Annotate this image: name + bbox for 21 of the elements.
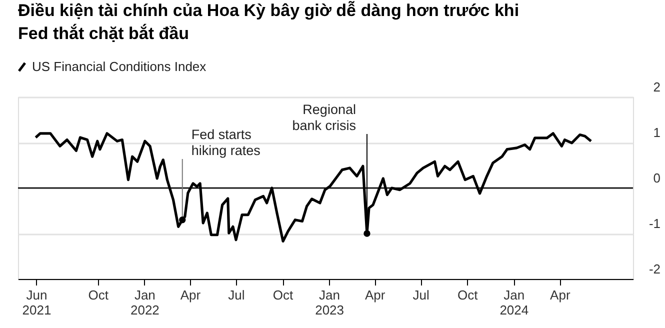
annotation: Regional bank crisis (292, 102, 356, 133)
x-tick-label: Oct (272, 288, 294, 302)
x-tick-label: Oct (88, 288, 109, 302)
x-tick-label: Jun 2021 (22, 288, 52, 318)
x-tick-label: Oct (457, 288, 478, 302)
x-tick-label: Jul (228, 288, 245, 302)
x-tick-label: Apr (364, 288, 386, 302)
y-tick-label: 1 (653, 125, 660, 140)
chart-title: Điều kiện tài chính của Hoa Kỳ bây giờ dễ dàng hơn trước khi Fed thắt chặt bắt đầu (18, 1, 520, 43)
x-tick-label: Jan 2023 (315, 288, 344, 318)
y-tick-label: 2 (653, 80, 660, 94)
legend-label: US Financial Conditions Index (32, 59, 207, 74)
x-tick-label: Jan 2024 (500, 288, 529, 318)
x-tick-label: Apr (550, 288, 571, 302)
y-tick-label: -2 (648, 262, 660, 276)
x-tick-label: Jul (412, 288, 430, 302)
x-tick-label: Apr (180, 288, 202, 302)
y-tick-label: 0 (653, 170, 660, 186)
annotation: Fed starts hiking rates (191, 127, 261, 158)
x-tick-label: Jan 2022 (130, 288, 160, 318)
y-tick-label: -1 (648, 216, 660, 231)
